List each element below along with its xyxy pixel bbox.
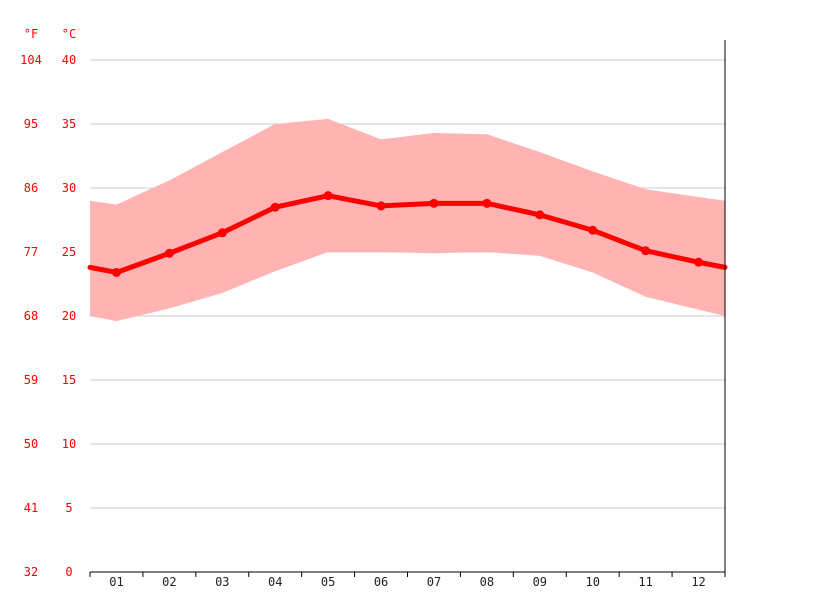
x-tick-label: 02 bbox=[162, 575, 176, 589]
y-tick-labels: 32 0 41 5 50 10 59 15 68 20 77 25 86 30 95 35 104 40 bbox=[20, 53, 76, 579]
data-point bbox=[376, 201, 386, 211]
data-point bbox=[429, 198, 439, 208]
y-tick-label-fahrenheit: 68 bbox=[24, 309, 38, 323]
data-point bbox=[694, 257, 704, 267]
y-tick-label-fahrenheit: 59 bbox=[24, 373, 38, 387]
x-tick-label: 08 bbox=[480, 575, 494, 589]
y-tick-label-celsius: 10 bbox=[62, 437, 76, 451]
x-tick-label: 03 bbox=[215, 575, 229, 589]
axes bbox=[89, 40, 726, 577]
y-tick-label-fahrenheit: 86 bbox=[24, 181, 38, 195]
data-point bbox=[164, 248, 174, 258]
x-tick-label: 01 bbox=[109, 575, 123, 589]
y-tick-label-celsius: 40 bbox=[62, 53, 76, 67]
y-tick-label-celsius: 35 bbox=[62, 117, 76, 131]
x-tick-label: 12 bbox=[691, 575, 705, 589]
y-tick-label-celsius: 15 bbox=[62, 373, 76, 387]
average-temperature-line bbox=[87, 191, 728, 277]
data-point bbox=[270, 202, 280, 212]
y-tick-label-fahrenheit: 50 bbox=[24, 437, 38, 451]
x-tick-label: 06 bbox=[374, 575, 388, 589]
temperature-range-band bbox=[90, 118, 725, 322]
data-point bbox=[111, 267, 121, 277]
range-band-area bbox=[90, 118, 725, 322]
y-tick-label-fahrenheit: 77 bbox=[24, 245, 38, 259]
x-tick-label: 07 bbox=[427, 575, 441, 589]
y-tick-label-fahrenheit: 104 bbox=[20, 53, 42, 67]
data-point bbox=[482, 198, 492, 208]
data-point bbox=[588, 225, 598, 235]
average-line-path bbox=[87, 193, 728, 275]
data-point bbox=[217, 228, 227, 238]
data-point bbox=[641, 246, 651, 256]
y-tick-label-fahrenheit: 32 bbox=[24, 565, 38, 579]
y-unit-celsius: °C bbox=[62, 27, 76, 41]
y-tick-label-celsius: 5 bbox=[65, 501, 72, 515]
y-tick-label-celsius: 20 bbox=[62, 309, 76, 323]
data-point bbox=[535, 210, 545, 220]
y-tick-label-celsius: 30 bbox=[62, 181, 76, 195]
y-tick-label-fahrenheit: 95 bbox=[24, 117, 38, 131]
x-tick-label: 04 bbox=[268, 575, 282, 589]
x-tick-label: 05 bbox=[321, 575, 335, 589]
y-tick-label-celsius: 25 bbox=[62, 245, 76, 259]
x-tick-label: 10 bbox=[585, 575, 599, 589]
y-unit-fahrenheit: °F bbox=[24, 27, 38, 41]
x-tick-label: 09 bbox=[533, 575, 547, 589]
data-point bbox=[323, 191, 333, 201]
x-tick-labels: 01 02 03 04 05 06 07 08 09 10 11 12 bbox=[109, 575, 706, 589]
x-tick-label: 11 bbox=[638, 575, 652, 589]
y-tick-label-celsius: 0 bbox=[65, 565, 72, 579]
y-tick-label-fahrenheit: 41 bbox=[24, 501, 38, 515]
